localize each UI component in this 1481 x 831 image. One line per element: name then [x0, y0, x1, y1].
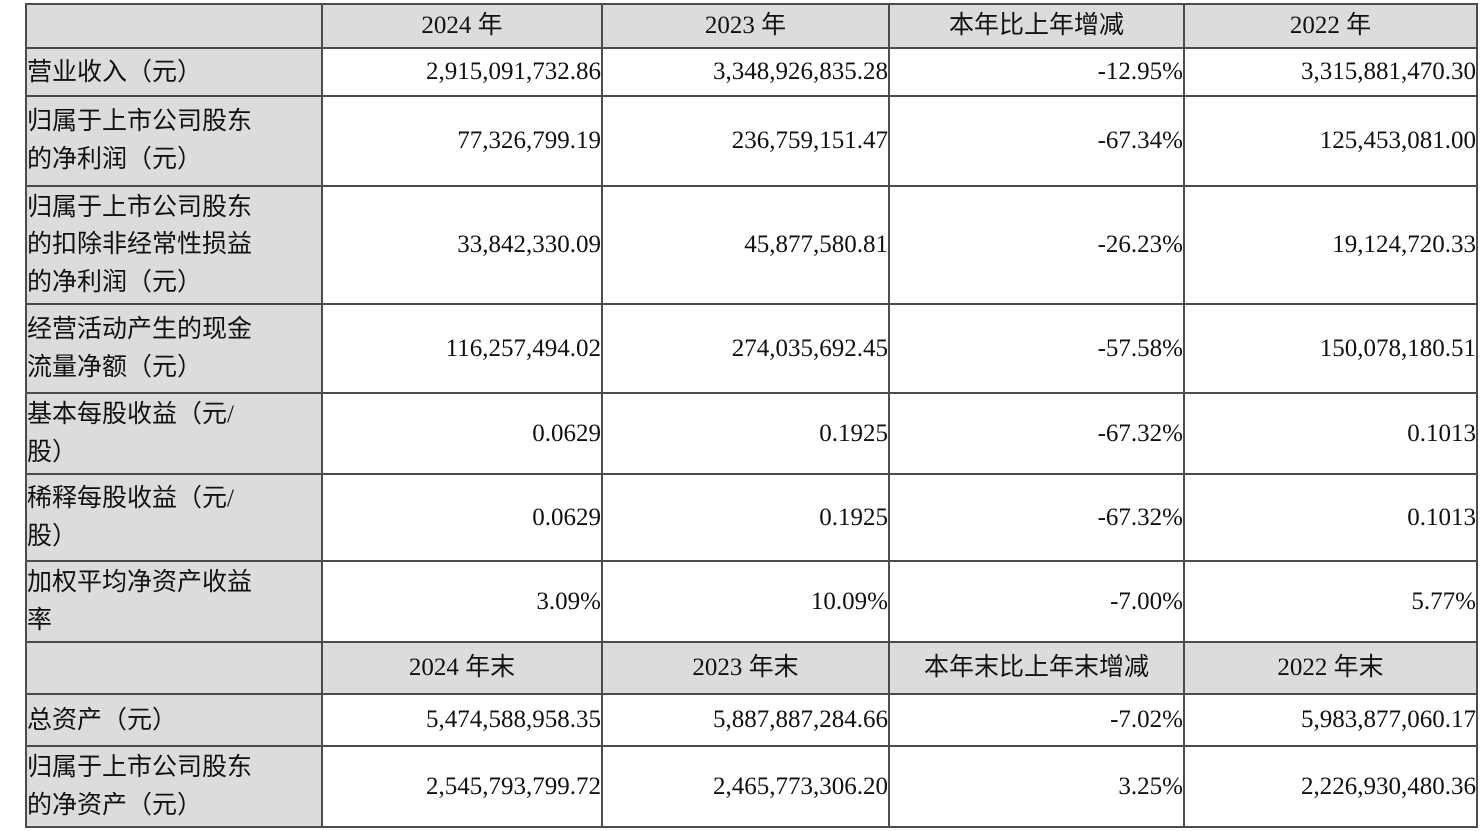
financial-summary-table: 2024 年 2023 年 本年比上年增减 2022 年 营业收入（元） 2,9… — [25, 3, 1478, 828]
value-cell-2023: 2,465,773,306.20 — [601, 745, 890, 828]
row-label-cell: 归属于上市公司股东的净资产（元） — [25, 745, 323, 828]
table-row-net-profit-attributable: 归属于上市公司股东的净利润（元） 77,326,799.19 236,759,1… — [25, 94, 1478, 187]
value-cell-2024: 3.09% — [321, 560, 603, 643]
row-label: 营业收入（元） — [27, 58, 203, 86]
value-cell-2022: 125,453,081.00 — [1183, 94, 1478, 187]
value-cell-2024: 33,842,330.09 — [321, 184, 603, 305]
corner-cell — [25, 3, 323, 49]
value-cell-2024: 77,326,799.19 — [321, 94, 603, 187]
column-header-year-end-change: 本年末比上年末增减 — [888, 641, 1185, 695]
value-cell-2023: 274,035,692.45 — [601, 303, 890, 394]
value-cell-2022: 5,983,877,060.17 — [1183, 693, 1478, 747]
value-cell-2023: 0.1925 — [601, 473, 890, 562]
row-label: 归属于上市公司股东的净资产（元） — [27, 754, 253, 819]
value-cell-change: -57.58% — [888, 303, 1185, 394]
row-label-cell: 加权平均净资产收益率 — [25, 560, 323, 643]
row-label: 稀释每股收益（元/股） — [27, 485, 234, 550]
table-row-net-assets-attributable: 归属于上市公司股东的净资产（元） 2,545,793,799.72 2,465,… — [25, 745, 1478, 828]
value-cell-2022: 2,226,930,480.36 — [1183, 745, 1478, 828]
value-cell-2022: 0.1013 — [1183, 392, 1478, 475]
value-cell-change: -26.23% — [888, 184, 1185, 305]
row-label: 归属于上市公司股东的净利润（元） — [27, 108, 253, 173]
value-cell-change: -67.32% — [888, 473, 1185, 562]
table-row-basic-eps: 基本每股收益（元/股） 0.0629 0.1925 -67.32% 0.1013 — [25, 392, 1478, 475]
year-end-header-row: 2024 年末 2023 年末 本年末比上年末增减 2022 年末 — [25, 641, 1478, 695]
column-header-2023-year-end: 2023 年末 — [601, 641, 890, 695]
value-cell-2023: 10.09% — [601, 560, 890, 643]
column-header-2023: 2023 年 — [601, 3, 890, 49]
table-row-operating-revenue: 营业收入（元） 2,915,091,732.86 3,348,926,835.2… — [25, 46, 1478, 97]
value-cell-change: -7.02% — [888, 693, 1185, 747]
row-label: 加权平均净资产收益率 — [27, 569, 253, 634]
row-label-cell: 归属于上市公司股东的净利润（元） — [25, 94, 323, 187]
row-label-cell: 经营活动产生的现金流量净额（元） — [25, 303, 323, 394]
value-cell-2024: 0.0629 — [321, 392, 603, 475]
value-cell-2024: 5,474,588,958.35 — [321, 693, 603, 747]
table-row-weighted-avg-roe: 加权平均净资产收益率 3.09% 10.09% -7.00% 5.77% — [25, 560, 1478, 643]
value-cell-2023: 236,759,151.47 — [601, 94, 890, 187]
corner-cell — [25, 641, 323, 695]
row-label: 基本每股收益（元/股） — [27, 401, 234, 466]
row-label: 经营活动产生的现金流量净额（元） — [27, 316, 253, 381]
row-label-cell: 基本每股收益（元/股） — [25, 392, 323, 475]
value-cell-2022: 5.77% — [1183, 560, 1478, 643]
column-header-2022: 2022 年 — [1183, 3, 1478, 49]
value-cell-change: -12.95% — [888, 46, 1185, 97]
value-cell-2022: 150,078,180.51 — [1183, 303, 1478, 394]
row-label-cell: 稀释每股收益（元/股） — [25, 473, 323, 562]
row-label: 归属于上市公司股东的扣除非经常性损益的净利润（元） — [27, 193, 253, 296]
column-header-2022-year-end: 2022 年末 — [1183, 641, 1478, 695]
value-cell-change: -67.32% — [888, 392, 1185, 475]
value-cell-2023: 5,887,887,284.66 — [601, 693, 890, 747]
row-label-cell: 总资产（元） — [25, 693, 323, 747]
table-row-net-profit-excluding-nonrecurring: 归属于上市公司股东的扣除非经常性损益的净利润（元） 33,842,330.09 … — [25, 184, 1478, 305]
annual-header-row: 2024 年 2023 年 本年比上年增减 2022 年 — [25, 3, 1478, 49]
value-cell-2023: 45,877,580.81 — [601, 184, 890, 305]
column-header-2024: 2024 年 — [321, 3, 603, 49]
row-label: 总资产（元） — [27, 707, 178, 734]
value-cell-2022: 3,315,881,470.30 — [1183, 46, 1478, 97]
row-label-cell: 归属于上市公司股东的扣除非经常性损益的净利润（元） — [25, 184, 323, 305]
column-header-yoy-change: 本年比上年增减 — [888, 3, 1185, 49]
value-cell-change: -7.00% — [888, 560, 1185, 643]
value-cell-2024: 2,545,793,799.72 — [321, 745, 603, 828]
value-cell-2023: 3,348,926,835.28 — [601, 46, 890, 97]
value-cell-2023: 0.1925 — [601, 392, 890, 475]
value-cell-2022: 19,124,720.33 — [1183, 184, 1478, 305]
value-cell-change: 3.25% — [888, 745, 1185, 828]
value-cell-change: -67.34% — [888, 94, 1185, 187]
table-row-operating-cash-flow: 经营活动产生的现金流量净额（元） 116,257,494.02 274,035,… — [25, 303, 1478, 394]
table-row-total-assets: 总资产（元） 5,474,588,958.35 5,887,887,284.66… — [25, 693, 1478, 747]
row-label-cell: 营业收入（元） — [25, 46, 323, 97]
value-cell-2024: 2,915,091,732.86 — [321, 46, 603, 97]
column-header-2024-year-end: 2024 年末 — [321, 641, 603, 695]
table-row-diluted-eps: 稀释每股收益（元/股） 0.0629 0.1925 -67.32% 0.1013 — [25, 473, 1478, 562]
value-cell-2024: 0.0629 — [321, 473, 603, 562]
value-cell-2022: 0.1013 — [1183, 473, 1478, 562]
value-cell-2024: 116,257,494.02 — [321, 303, 603, 394]
